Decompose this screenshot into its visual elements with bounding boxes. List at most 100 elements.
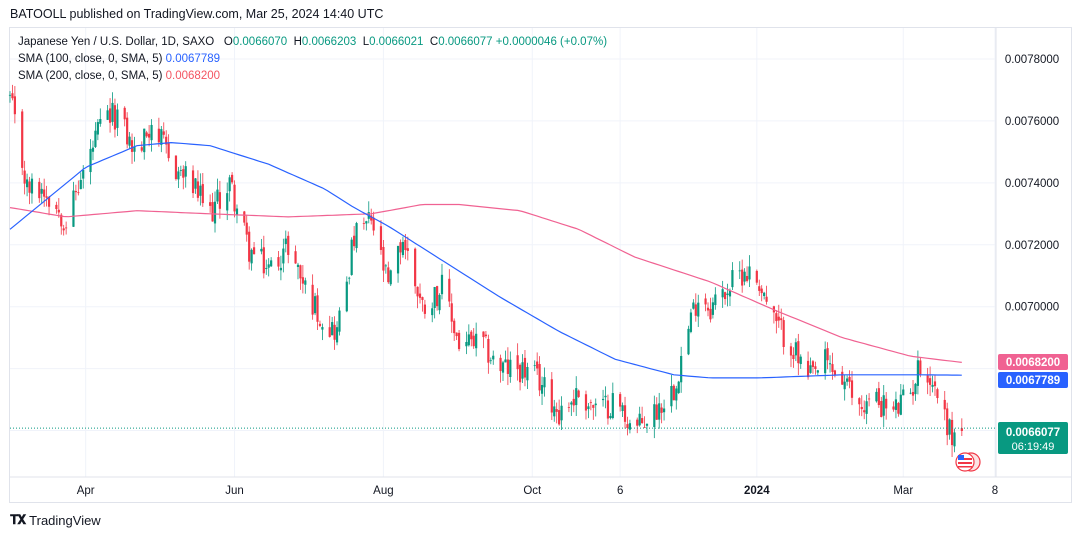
candle-down [145, 130, 148, 138]
sma200-value: 0.0068200 [165, 70, 221, 82]
candle-up [714, 287, 717, 310]
candle-down [243, 210, 246, 226]
candle-down [65, 221, 68, 235]
candle-down [789, 342, 793, 368]
candle-up [228, 174, 231, 202]
candle-up [321, 323, 324, 341]
ohlc-close: C0.0066077 [429, 36, 493, 48]
candle-down [196, 170, 200, 202]
sma200-legend-row[interactable]: SMA (200, close, 0, SMA, 5) 0.0068200 [18, 68, 607, 85]
candle-down [287, 231, 290, 264]
candle-up [570, 401, 573, 416]
candle-up [809, 357, 812, 374]
candle-up [799, 354, 802, 369]
candle-down [848, 370, 851, 389]
candle-down [399, 239, 402, 265]
sma200-label: SMA (200, close, 0, SMA, 5) [18, 70, 163, 82]
candle-down [252, 242, 256, 255]
x-tick-label: Mar [893, 485, 913, 497]
candle-down [57, 198, 60, 218]
x-tick-label: Apr [77, 485, 95, 497]
sma100-legend-row[interactable]: SMA (100, close, 0, SMA, 5) 0.0067789 [18, 51, 607, 68]
candle-up [431, 302, 434, 323]
candle-down [472, 328, 475, 349]
candle-down [643, 416, 646, 428]
candle-down [382, 240, 385, 282]
candle-up [621, 402, 624, 418]
candle-down [933, 375, 937, 396]
candle-up [91, 140, 95, 161]
candle-up [504, 350, 507, 363]
candle-down [943, 390, 946, 421]
candle-down [709, 297, 712, 323]
candle-up [260, 238, 263, 255]
candle-up [899, 384, 902, 416]
candle-up [677, 380, 680, 395]
candle-up [540, 376, 544, 406]
candle-down [157, 117, 160, 147]
symbol-legend-row[interactable]: Japanese Yen / U.S. Dollar, 1D, SAXO O0.… [18, 34, 607, 51]
candle-down [209, 194, 212, 213]
candle-down [62, 224, 65, 236]
candle-down [863, 400, 866, 420]
candle-down [550, 372, 553, 421]
candle-up [116, 103, 119, 137]
sma100-label: SMA (100, close, 0, SMA, 5) [18, 53, 163, 65]
candle-down [333, 316, 336, 350]
candle-down [792, 347, 795, 368]
candle-up [267, 258, 270, 277]
candle-up [687, 325, 690, 356]
candle-down [436, 285, 439, 311]
candle-up [865, 394, 868, 425]
candle-down [558, 399, 561, 426]
candle-down [406, 236, 409, 261]
candle-down [589, 399, 592, 411]
tradingview-logo[interactable]: 𝐓𝐗 TradingView [10, 512, 101, 528]
candle-down [55, 201, 58, 214]
candle-up [40, 183, 43, 204]
candle-up [89, 139, 92, 185]
candle-up [894, 391, 898, 419]
candle-down [301, 265, 304, 294]
candle-down [660, 403, 663, 424]
candle-up [604, 386, 607, 409]
candle-down [414, 247, 417, 294]
candle-down [626, 416, 629, 436]
candle-down [126, 112, 129, 149]
candle-down [318, 320, 322, 328]
candle-down [418, 283, 422, 304]
candle-down [387, 261, 390, 284]
event-flag-icon[interactable] [955, 452, 981, 472]
candles [8, 84, 963, 458]
candle-down [130, 133, 134, 164]
candle-down [13, 86, 16, 124]
candle-up [882, 385, 885, 428]
candle-down [623, 396, 627, 429]
candle-down [140, 141, 143, 153]
candle-up [658, 392, 661, 429]
candle-up [728, 288, 732, 306]
candle-down [706, 302, 710, 317]
candle-down [277, 250, 280, 271]
candle-up [331, 316, 334, 336]
candle-down [174, 155, 178, 181]
candle-down [929, 366, 932, 396]
candle-down [860, 395, 863, 417]
candle-down [148, 125, 151, 147]
candle-down [74, 184, 77, 201]
candle-down [619, 392, 622, 412]
sma100-value: 0.0067789 [165, 53, 221, 65]
candle-up [177, 166, 180, 189]
candle-up [953, 428, 956, 453]
candle-down [655, 397, 658, 421]
candle-up [560, 396, 563, 430]
candle-up [335, 321, 339, 346]
candle-up [533, 360, 536, 372]
candle-down [11, 84, 14, 101]
tradingview-logo-icon: 𝐓𝐗 [10, 512, 26, 527]
candle-up [489, 357, 492, 365]
candle-up [348, 276, 351, 285]
candle-down [162, 122, 165, 139]
candle-up [902, 384, 905, 396]
